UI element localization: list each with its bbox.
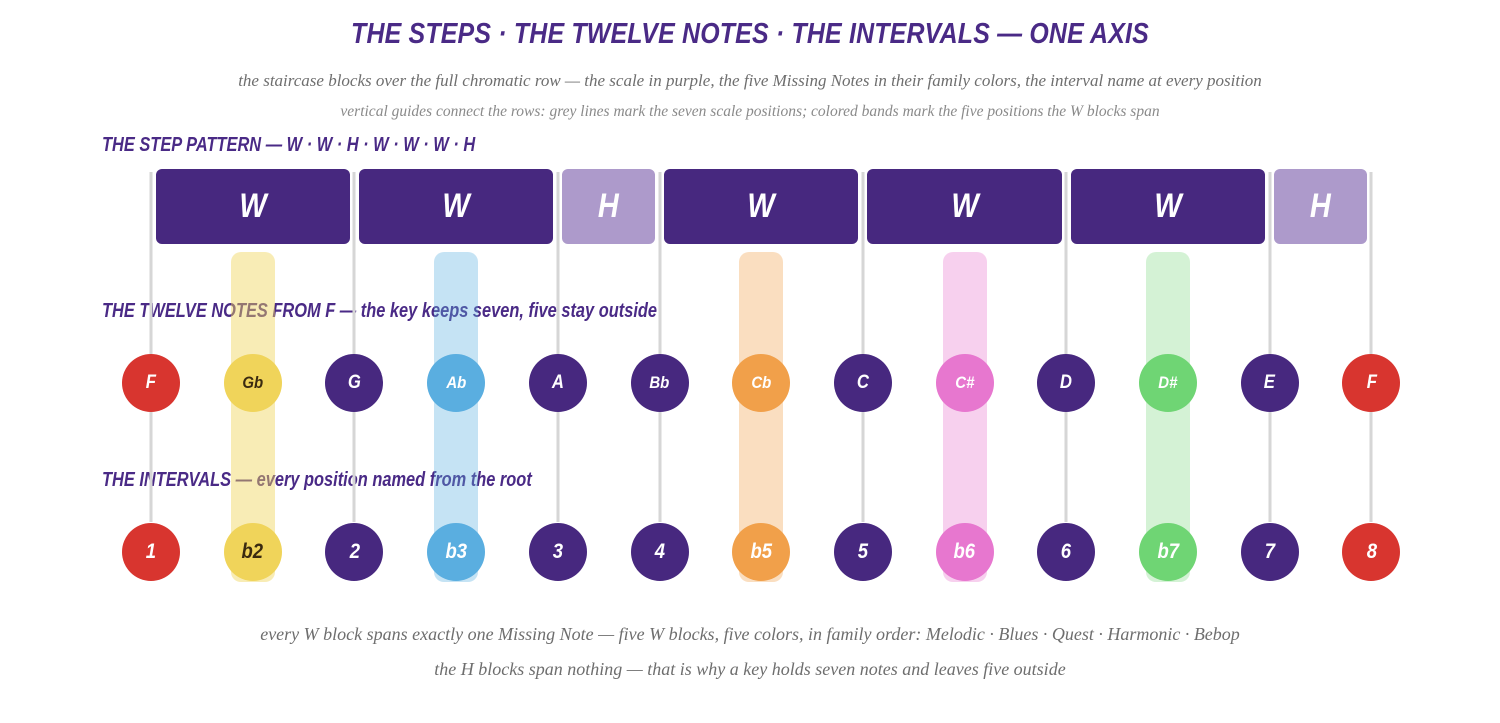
scale-guide-line [1064, 172, 1068, 522]
note-circle-label: D# [1158, 373, 1178, 392]
scale-guide-line [352, 172, 356, 522]
note-circle-label: F [1366, 372, 1377, 393]
note-circle-label: Cb [751, 373, 772, 392]
note-circle-label: C# [955, 373, 975, 392]
note-circle-label: E [1264, 372, 1276, 393]
interval-circle: 4 [630, 523, 689, 581]
interval-circle: b5 [732, 523, 791, 581]
whole-step-block: W [867, 169, 1062, 244]
interval-circle-label: 3 [552, 540, 563, 563]
twelve-notes-label: THE TWELVE NOTES FROM F — the key keeps … [102, 300, 658, 322]
scale-guide-line [861, 172, 865, 522]
interval-circle-label: 7 [1264, 540, 1275, 563]
interval-circle: b6 [935, 523, 994, 581]
interval-circle: b2 [223, 523, 282, 581]
interval-circle-label: 4 [654, 540, 665, 563]
step-label: W [747, 187, 775, 225]
interval-circle: 6 [1037, 523, 1096, 581]
interval-circle: 5 [833, 523, 892, 581]
interval-circle-label: b3 [445, 540, 467, 563]
interval-circle-label: 1 [145, 540, 157, 563]
footer-note-h-blocks: the H blocks span nothing — that is why … [434, 659, 1066, 679]
whole-step-block: W [358, 169, 554, 244]
note-circle-label: F [145, 372, 157, 393]
note-circle-label: Gb [242, 373, 264, 392]
note-circle-label: D [1060, 372, 1073, 393]
interval-circle-label: b6 [953, 540, 976, 563]
subtitle-secondary: vertical guides connect the rows: grey l… [340, 103, 1160, 120]
interval-circle: b3 [427, 523, 486, 581]
interval-circle: 8 [1342, 523, 1401, 581]
interval-circle: b7 [1139, 523, 1197, 581]
scale-guide-line [658, 172, 661, 522]
note-circle: Cb [732, 354, 791, 412]
step-label: H [1310, 187, 1331, 225]
interval-circle: 3 [528, 523, 587, 581]
interval-circle-label: 6 [1061, 540, 1072, 563]
scale-guide-line [1369, 172, 1373, 522]
interval-circle-label: b5 [750, 540, 772, 563]
scale-guide-line [1268, 172, 1272, 522]
step-label: W [1154, 187, 1182, 225]
footer-note-w-blocks: every W block spans exactly one Missing … [260, 624, 1240, 644]
note-circle-label: C [856, 372, 869, 393]
interval-circle-label: 2 [349, 540, 360, 563]
interval-circle: 2 [325, 523, 384, 581]
whole-step-block: W [1070, 169, 1266, 244]
half-step-block: H [1274, 169, 1367, 244]
whole-step-block: W [155, 169, 350, 244]
subtitle-primary: the staircase blocks over the full chrom… [238, 71, 1262, 90]
interval-circle: 7 [1240, 523, 1299, 581]
step-label: W [239, 187, 267, 225]
interval-circle-label: 5 [857, 540, 869, 563]
note-circle: C [833, 354, 892, 412]
note-circle: D# [1139, 354, 1197, 412]
step-label: W [442, 187, 470, 225]
scale-guide-line [149, 172, 153, 522]
note-circle: A [528, 354, 587, 412]
step-pattern-label: THE STEP PATTERN — W · W · H · W · W · W… [102, 134, 476, 156]
note-circle: F [1342, 354, 1401, 412]
note-circle: F [122, 354, 180, 412]
note-circle: Ab [427, 354, 486, 412]
half-step-block: H [562, 169, 655, 244]
whole-step-block: W [664, 169, 859, 244]
interval-circle-label: 8 [1366, 540, 1377, 563]
note-circle: G [325, 354, 384, 412]
note-circle: E [1240, 354, 1299, 412]
note-circle: Bb [630, 354, 689, 412]
page-title: THE STEPS · THE TWELVE NOTES · THE INTER… [351, 18, 1149, 50]
step-label: H [598, 187, 620, 225]
note-circle-label: Bb [649, 373, 670, 392]
interval-circle-label: b7 [1157, 540, 1179, 563]
note-circle-label: A [551, 372, 564, 393]
interval-circle-label: b2 [241, 540, 264, 563]
note-circle-label: Ab [446, 373, 467, 392]
note-circle: Gb [223, 354, 282, 412]
intervals-label: THE INTERVALS — every position named fro… [102, 469, 532, 491]
interval-circle: 1 [122, 523, 180, 581]
scale-guide-line [556, 172, 560, 522]
note-circle: D [1037, 354, 1096, 412]
note-circle: C# [935, 354, 994, 412]
step-label: W [950, 187, 979, 225]
note-circle-label: G [347, 372, 361, 393]
